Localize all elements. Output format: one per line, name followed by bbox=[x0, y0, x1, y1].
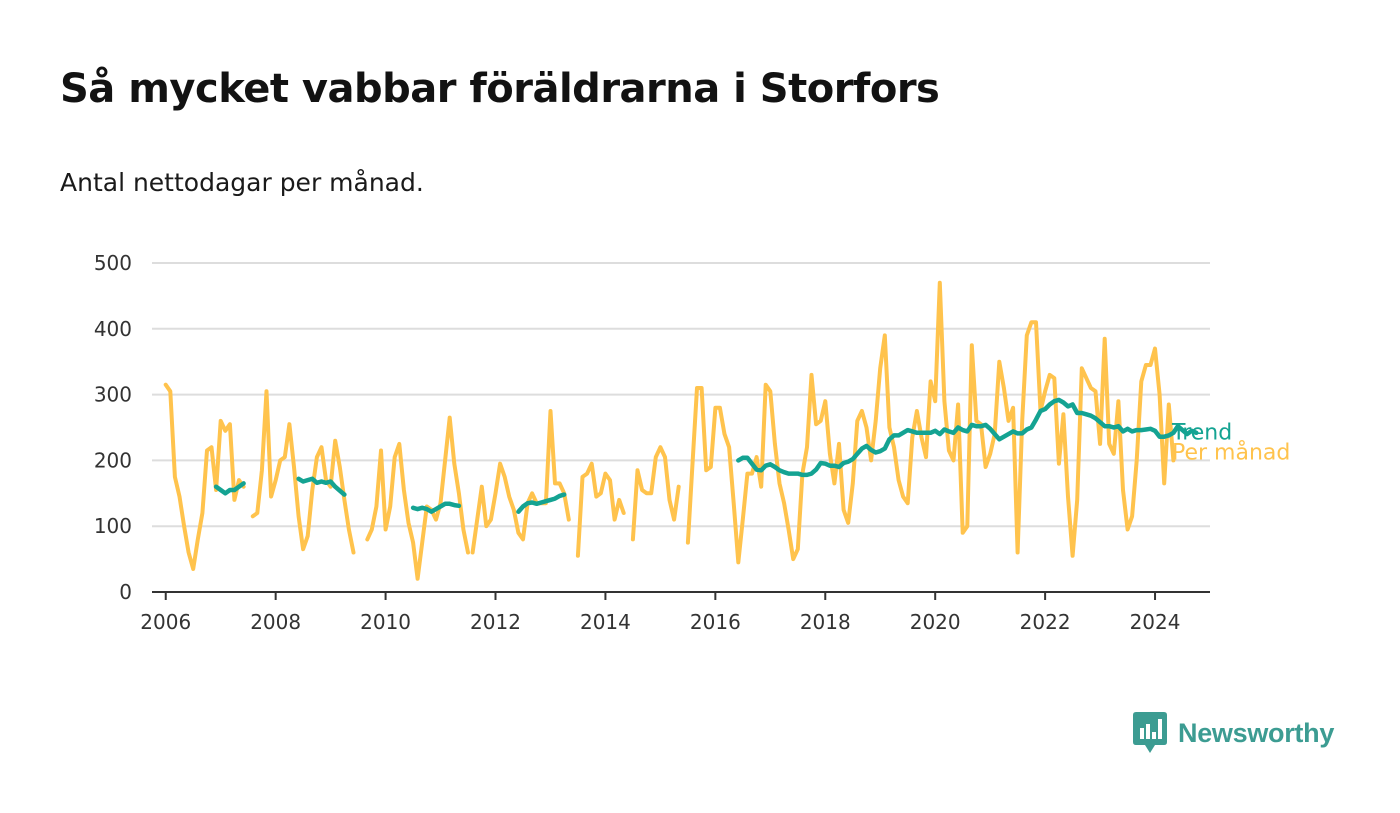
series-line-per-month bbox=[685, 280, 1176, 565]
x-tick-label: 2018 bbox=[800, 610, 851, 634]
series-lines bbox=[163, 280, 1199, 581]
series-label: Per månad bbox=[1172, 440, 1290, 466]
x-tick-label: 2014 bbox=[580, 610, 631, 634]
y-tick-label: 200 bbox=[94, 448, 132, 472]
chart-subtitle: Antal nettodagar per månad. bbox=[60, 168, 424, 197]
y-tick-label: 300 bbox=[94, 383, 132, 407]
chart-title: Så mycket vabbar föräldrarna i Storfors bbox=[60, 66, 940, 112]
x-tick-label: 2012 bbox=[470, 610, 521, 634]
series-line-trend bbox=[410, 501, 462, 514]
newsworthy-logo-icon bbox=[1133, 712, 1167, 753]
series-line-trend bbox=[296, 476, 347, 497]
axes: 0 100 200 300 400 500 2006 2008 2010 2012 2014 2016… bbox=[94, 251, 1210, 634]
newsworthy-brand[interactable]: Newsworthy bbox=[1133, 712, 1334, 754]
x-tick-label: 2010 bbox=[360, 610, 411, 634]
series-label: Trend bbox=[1171, 420, 1232, 445]
x-tick-label: 2022 bbox=[1020, 610, 1071, 634]
y-tick-label: 500 bbox=[94, 251, 132, 275]
series-line-trend bbox=[736, 397, 1199, 478]
series-line-per-month bbox=[575, 461, 626, 558]
series-line-per-month bbox=[250, 389, 356, 555]
x-tick-label: 2006 bbox=[140, 610, 191, 634]
brand-name: Newsworthy bbox=[1178, 717, 1335, 748]
series-line-per-month bbox=[630, 445, 681, 542]
series-line-per-month bbox=[365, 415, 470, 581]
series-line-trend bbox=[213, 481, 246, 496]
x-tick-label: 2016 bbox=[690, 610, 741, 634]
y-tick-label: 100 bbox=[94, 514, 132, 538]
y-tick-label: 0 bbox=[119, 580, 132, 604]
x-tick-label: 2020 bbox=[910, 610, 961, 634]
x-tick-label: 2024 bbox=[1130, 610, 1181, 634]
grid-lines bbox=[152, 262, 1210, 528]
x-tick-label: 2008 bbox=[250, 610, 301, 634]
y-tick-label: 400 bbox=[94, 317, 132, 341]
series-line-per-month bbox=[470, 409, 571, 555]
series-line-trend bbox=[516, 492, 567, 514]
series-line-per-month bbox=[163, 382, 246, 571]
